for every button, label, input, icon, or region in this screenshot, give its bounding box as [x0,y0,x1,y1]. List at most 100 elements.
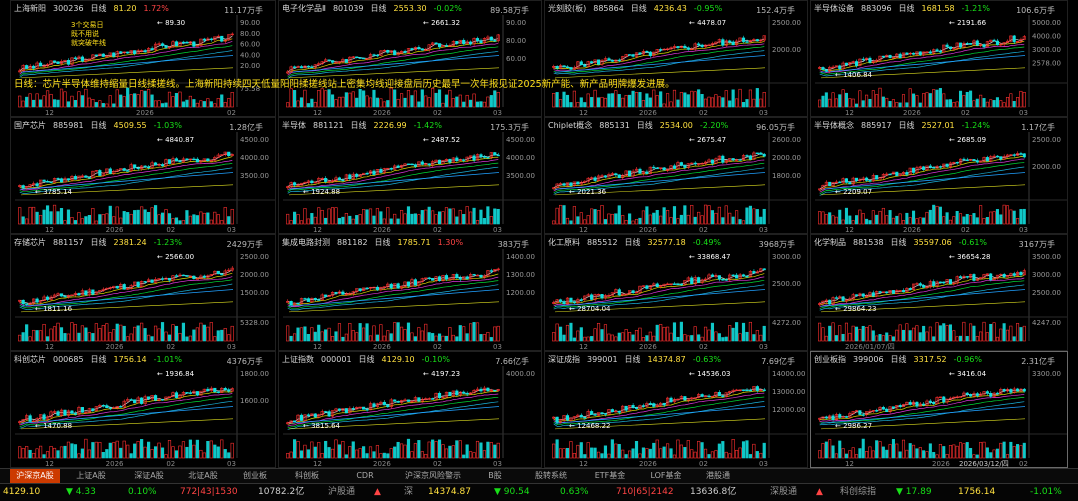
candlestick [828,415,832,419]
volume-bar [178,445,182,459]
tab-2[interactable]: 深证A股 [134,471,164,480]
candlestick [444,158,449,161]
volume-bar [313,331,317,342]
panel-price: 32577.18 [647,238,686,247]
tab-7[interactable]: 沪深京风险警示 [405,471,461,480]
tab-9[interactable]: 股转系统 [535,471,567,480]
candlestick [721,155,725,163]
tab-3[interactable]: 北证A股 [188,471,218,480]
candlestick [662,48,666,51]
volume-bar [938,206,942,225]
candlestick [724,279,728,281]
tab-1[interactable]: 上证A股 [76,471,106,480]
volume-bar [108,442,112,459]
sgt-label[interactable]: 深股通 [770,487,798,497]
moving-average-line [19,283,233,310]
chart-panel-801039[interactable]: 电子化学品Ⅱ 801039 日线 2553.30 -0.02% 89.58万手 90.00 8… [278,0,542,117]
volume-bar [192,214,196,225]
candlestick [576,414,580,417]
volume-bar [555,207,559,225]
volume-bar [666,93,670,108]
volume-bar [386,453,390,459]
candlestick [925,286,929,288]
volume-bar [136,325,140,342]
tab-10[interactable]: ETF基金 [594,471,626,480]
chart-panel-885981[interactable]: 国产芯片 885981 日线 4509.55 -1.03% 1.28亿手 4500.00 40… [10,117,276,234]
volume-bar [192,99,196,108]
moving-average-line [553,273,765,305]
tab-8[interactable]: B股 [488,471,502,480]
candlestick [985,391,989,394]
volume-bar [908,330,912,342]
chart-panel-883096[interactable]: 半导体设备 883096 日线 1681.58 -1.21% 106.6万手 5000.00… [810,0,1068,117]
candlestick [741,37,746,42]
candlestick [868,57,872,63]
volume-bar [885,332,889,342]
volume-bar [1005,96,1010,108]
volume-bar [444,335,449,342]
candlestick [39,179,43,187]
chart-panel-000685[interactable]: 科创芯片 000685 日线 1756.14 -1.01% 4376万手 1800.00 16… [10,351,276,468]
tab-4[interactable]: 创业板 [243,471,267,480]
volume-bar [908,443,912,459]
tab-11[interactable]: LOF基金 [650,471,682,480]
volume-bar [458,209,462,225]
volume-bar [348,323,352,342]
tab-6[interactable]: CDR [356,471,374,480]
volume-bar [979,205,983,225]
candlestick [101,404,105,407]
volume-bar [868,220,872,225]
chart-panel-885131[interactable]: Chiplet概念 885131 日线 2534.00 -2.20% 96.05万手 260… [544,117,808,234]
hgt-label[interactable]: 沪股通 [328,487,356,497]
candlestick [403,163,407,166]
volume-bar [42,324,46,342]
panel-volume: 1.28亿手 [229,123,263,132]
volume-bar [821,443,825,459]
tab-5[interactable]: 科创板 [295,471,319,480]
candlestick [153,162,158,166]
candlestick [752,152,756,160]
candlestick [410,48,414,51]
chart-panel-881182[interactable]: 集成电路封测 881182 日线 1785.71 1.30% 383万手 1400.00 13… [278,234,542,351]
volume-bar [32,99,36,108]
chart-panel-885512[interactable]: 化工原料 885512 日线 32577.18 -0.49% 3968万手 3000.00 2… [544,234,808,351]
candlestick [451,157,455,163]
volume-bar [52,99,57,108]
candlestick [898,290,902,292]
chart-panel-885864[interactable]: 光刻胶(板) 885864 日线 4236.43 -0.95% 152.4万手 2500.0… [544,0,808,117]
chart-panel-881538[interactable]: 化学制品 881538 日线 35597.06 -0.61% 3167万手 3500.00 3… [810,234,1068,351]
volume-bar [56,450,60,459]
volume-bar [748,321,752,342]
chart-panel-399001[interactable]: 深证成指 399001 日线 14374.87 -0.63% 7.69亿手 14000.00… [544,351,808,468]
volume-bar [690,449,694,459]
chart-panel-399006[interactable]: 创业板指 399006 日线 3317.52 -0.96% 2.31亿手 3300.00 12… [810,351,1068,468]
chart-panel-885917[interactable]: 半导体概念 885917 日线 2527.01 -1.24% 1.17亿手 2500.00 2… [810,117,1068,234]
tab-0[interactable]: 沪深京A股 [10,469,60,483]
candlestick [45,64,50,67]
price-tick-label: 3300.00 [1032,370,1061,378]
volume-bar [475,220,480,225]
volume-bar [871,90,875,108]
volume-bar [738,219,742,225]
chart-panel-000001[interactable]: 上证指数 000001 日线 4129.10 -0.10% 7.66亿手 4000.00 12… [278,351,542,468]
volume-bar [157,100,161,108]
chart-panel-881121[interactable]: 半导体 881121 日线 2226.99 -1.42% 175.3万手 4500.00 40… [278,117,542,234]
high-price-label: ← 2566.00 [157,253,194,261]
chart-panel-300236[interactable]: 上海新阳 300236 日线 81.20 1.72% 11.17万手 90.00 80.00 6… [10,0,276,117]
candlestick [634,291,639,294]
volume-bar [396,322,400,342]
volume-bar [745,207,749,225]
volume-bar [552,220,556,225]
volume-bar [94,441,98,459]
volume-bar [112,442,116,459]
volume-bar [848,215,852,225]
volume-bar [721,217,725,225]
chart-panel-881157[interactable]: 存储芯片 881157 日线 2381.24 -1.23% 2429万手 2500.00 20… [10,234,276,351]
volume-bar [593,328,597,342]
volume-bar [355,332,359,342]
tab-12[interactable]: 港股通 [706,471,730,480]
volume-bar [174,93,179,108]
moving-average-line [19,279,233,309]
volume-bar [596,451,601,459]
volume-bar [28,449,32,459]
